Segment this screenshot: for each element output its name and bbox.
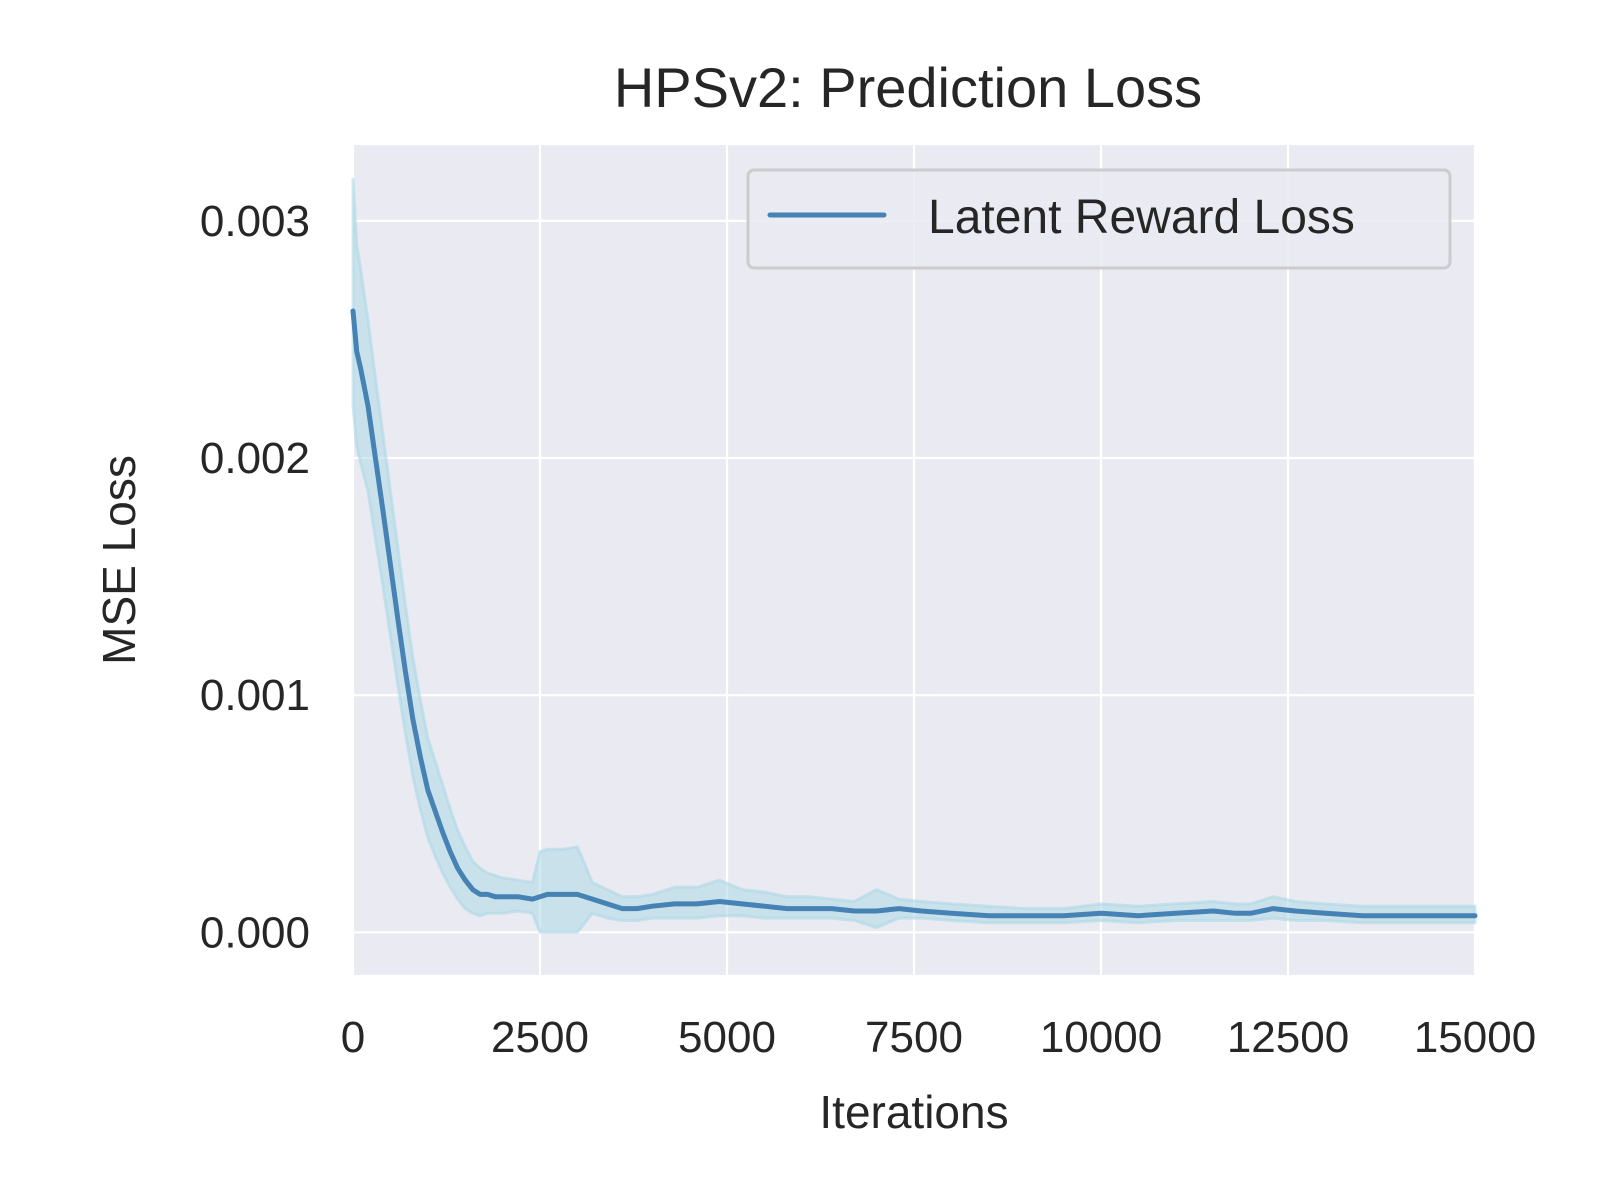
y-tick-label: 0.002	[200, 434, 310, 483]
y-tick-label: 0.003	[200, 197, 310, 246]
y-axis-label: MSE Loss	[93, 455, 145, 665]
x-tick-label: 2500	[491, 1013, 589, 1062]
y-tick-label: 0.000	[200, 908, 310, 957]
legend-label-latent-reward-loss: Latent Reward Loss	[928, 191, 1355, 244]
x-tick-label: 15000	[1414, 1013, 1536, 1062]
y-tick-label: 0.001	[200, 671, 310, 720]
x-tick-label: 5000	[678, 1013, 776, 1062]
chart-title: HPSv2: Prediction Loss	[614, 56, 1202, 119]
confidence-band	[351, 178, 1477, 934]
legend-box	[746, 168, 1452, 270]
x-tick-labels: 0 2500 5000 7500 10000 12500 15000	[341, 1013, 1536, 1062]
x-axis-label: Iterations	[819, 1086, 1008, 1138]
y-tick-labels: 0.000 0.001 0.002 0.003	[200, 197, 310, 957]
series-line-latent-reward-loss	[350, 308, 1478, 919]
x-tick-label: 7500	[865, 1013, 963, 1062]
legend: Latent Reward Loss	[746, 168, 1452, 270]
x-tick-label: 0	[341, 1013, 365, 1062]
series-line-layer	[350, 308, 1478, 919]
confidence-band-layer	[351, 178, 1477, 934]
x-tick-label: 10000	[1040, 1013, 1162, 1062]
x-tick-label: 12500	[1227, 1013, 1349, 1062]
